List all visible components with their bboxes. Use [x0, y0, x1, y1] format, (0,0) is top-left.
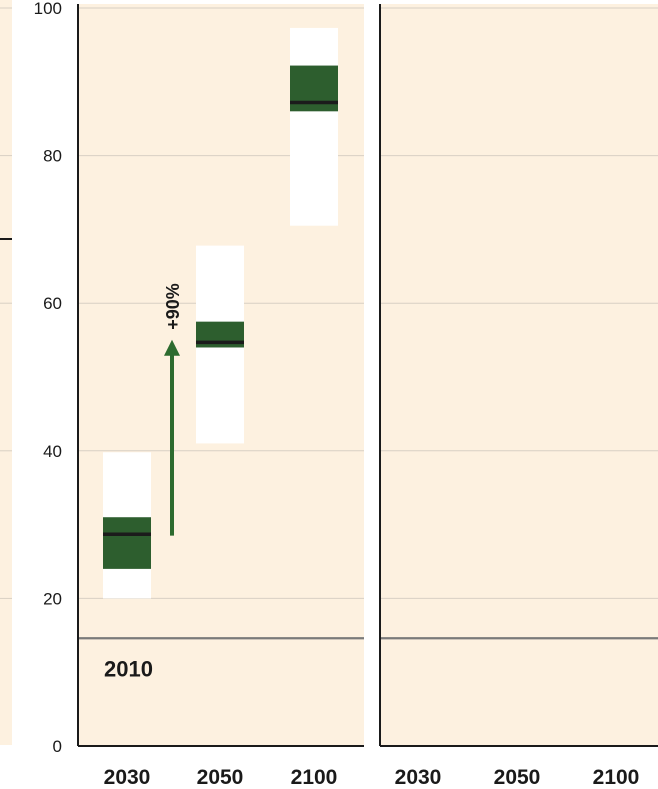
x-tick-panel-2-2050: 2050	[494, 766, 541, 789]
y-tick-labels: 0 20 40 60 80 100	[0, 0, 62, 756]
arrow-head	[164, 339, 180, 356]
x-tick-labels: 2030 2050 2100 2030 2050 2100	[104, 766, 640, 789]
x-tick-panel-2-2100: 2100	[593, 766, 640, 789]
x-tick-panel-2-2030: 2030	[395, 766, 442, 789]
y-tick-100: 100	[34, 0, 62, 18]
x-tick-panel-1-2050: 2050	[197, 766, 244, 789]
y-tick-80: 80	[43, 147, 62, 166]
x-tick-panel-1-2030: 2030	[104, 766, 151, 789]
x-tick-panel-1-2100: 2100	[291, 766, 338, 789]
box-series	[103, 27, 338, 599]
box-inner-2100	[290, 65, 338, 112]
box-inner-2030	[103, 517, 151, 569]
box-outer-2100	[290, 27, 338, 226]
arrow-label: +90%	[163, 283, 183, 330]
y-tick-20: 20	[43, 589, 62, 608]
y-tick-0: 0	[53, 737, 62, 756]
change-arrow: +90%	[163, 283, 183, 536]
left-neighbor-panel	[0, 0, 12, 745]
y-tick-40: 40	[43, 442, 62, 461]
panel-2-background	[380, 4, 658, 746]
y-tick-60: 60	[43, 294, 62, 313]
baseline-label: 2010	[104, 656, 153, 681]
